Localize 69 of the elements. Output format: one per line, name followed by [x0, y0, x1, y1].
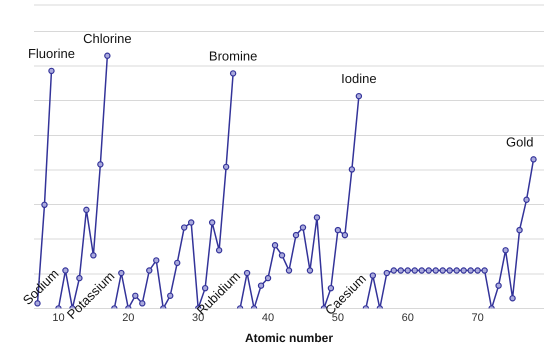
point [418, 267, 425, 274]
point [286, 267, 292, 274]
point [306, 267, 314, 274]
annotation: Iodine [341, 71, 377, 86]
x-tick-label: 70 [472, 312, 484, 324]
point [216, 247, 222, 254]
point [97, 161, 104, 168]
annotation: Bromine [208, 48, 258, 64]
point [530, 156, 537, 163]
point [292, 232, 300, 238]
point [370, 272, 376, 279]
x-axis-title: Atomic number [244, 331, 334, 346]
point [146, 267, 152, 274]
point [502, 247, 509, 254]
point [460, 267, 467, 274]
point [384, 270, 390, 276]
point [426, 267, 432, 274]
point [453, 267, 460, 274]
x-tick-label: 30 [192, 312, 204, 324]
point [272, 242, 278, 248]
point [334, 226, 342, 234]
point [153, 257, 160, 264]
point [516, 226, 523, 234]
point [104, 52, 111, 59]
point [90, 252, 97, 259]
point [41, 202, 48, 208]
point [412, 267, 418, 274]
x-tick-label: 20 [122, 312, 134, 324]
point [432, 267, 439, 274]
point [62, 267, 69, 274]
point [348, 166, 356, 173]
annotation: Fluorine [28, 46, 75, 61]
point [446, 267, 453, 274]
point [278, 252, 286, 259]
x-tick-label: 10 [52, 312, 65, 324]
point [481, 267, 488, 274]
point [188, 219, 194, 226]
point [300, 224, 306, 231]
point [467, 267, 474, 274]
point [314, 214, 320, 221]
point [222, 164, 230, 170]
point [474, 267, 481, 274]
point [83, 206, 90, 214]
point [181, 224, 188, 231]
point [208, 219, 216, 226]
point [174, 260, 180, 266]
point [509, 295, 516, 302]
point [264, 274, 272, 282]
annotation: Gold [506, 134, 534, 150]
point [132, 292, 138, 299]
point [342, 232, 348, 238]
point [356, 92, 362, 100]
point [230, 70, 236, 77]
point [398, 267, 404, 274]
point [404, 267, 411, 274]
x-tick-label: 40 [262, 312, 274, 324]
point [495, 282, 502, 289]
point [118, 270, 125, 276]
point [258, 282, 264, 289]
annotation: Chlorine [83, 30, 132, 46]
x-tick-label: 50 [332, 312, 344, 324]
point [139, 300, 146, 307]
point [523, 196, 530, 203]
point [390, 267, 397, 274]
x-tick-label: 60 [402, 312, 414, 324]
point [244, 270, 250, 276]
point [167, 292, 174, 299]
point [440, 267, 446, 274]
point [48, 68, 55, 74]
